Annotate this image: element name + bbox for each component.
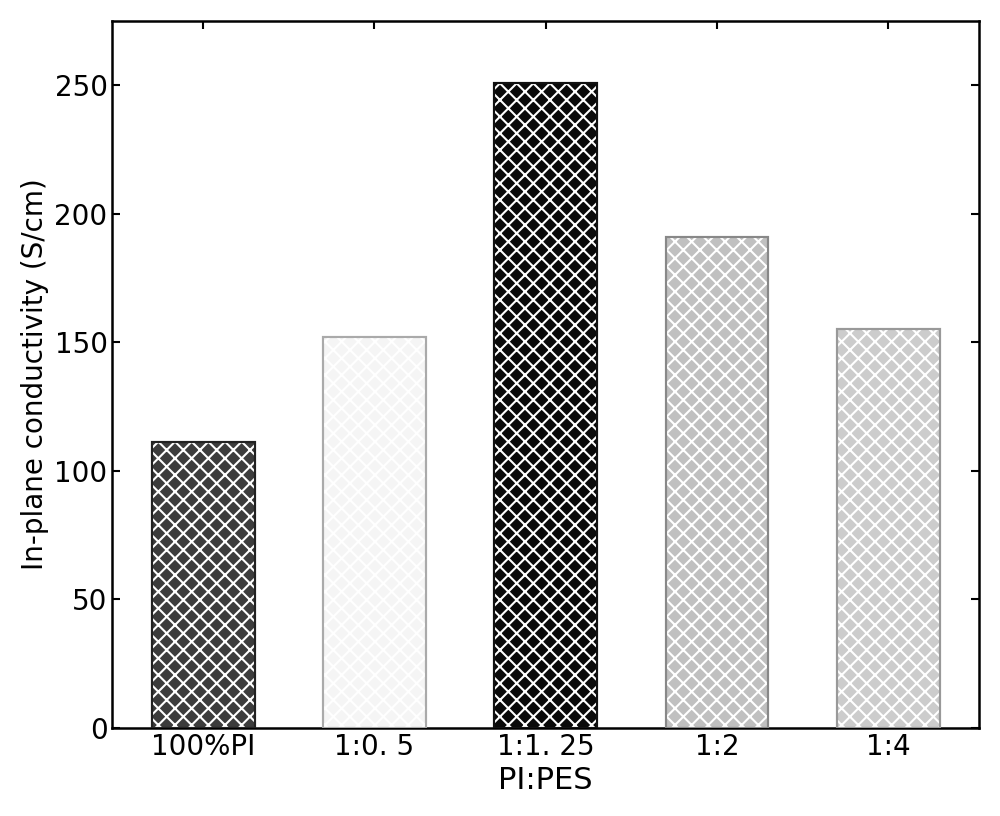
Bar — [494, 82, 597, 728]
Bar — [152, 442, 255, 728]
Bar — [323, 337, 426, 728]
Bar — [666, 237, 768, 728]
X-axis label: PI:PES: PI:PES — [498, 766, 593, 795]
Bar — [323, 337, 426, 728]
Bar — [152, 442, 255, 728]
Y-axis label: In-plane conductivity (S/cm): In-plane conductivity (S/cm) — [21, 179, 49, 570]
Bar — [837, 330, 940, 728]
Bar — [152, 442, 255, 728]
Bar — [494, 82, 597, 728]
Bar — [666, 237, 768, 728]
Bar — [837, 330, 940, 728]
Bar — [666, 237, 768, 728]
Bar — [494, 82, 597, 728]
Bar — [837, 330, 940, 728]
Bar — [323, 337, 426, 728]
